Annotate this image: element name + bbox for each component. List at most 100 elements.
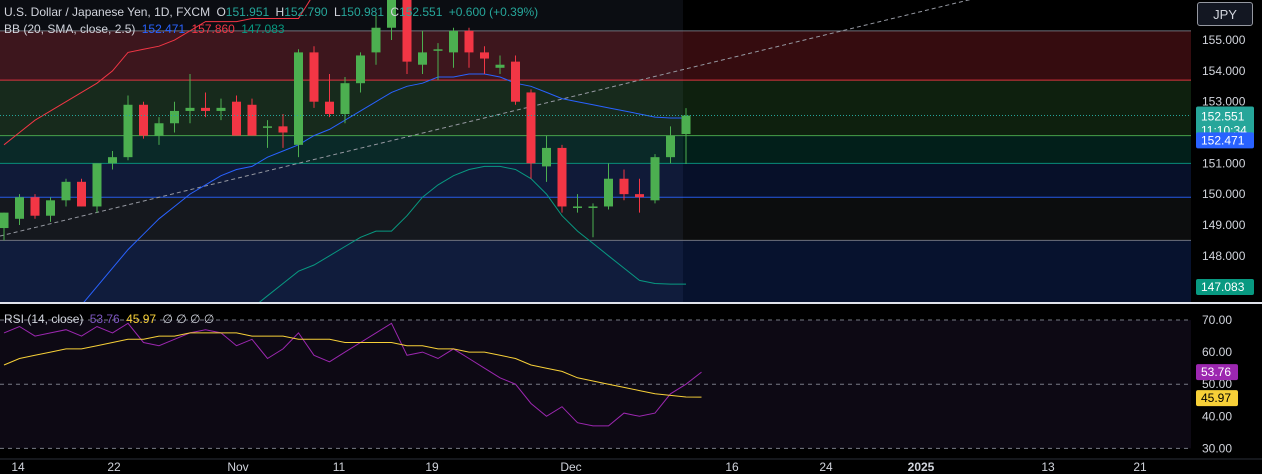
candle-body bbox=[92, 163, 102, 207]
pane-divider bbox=[0, 302, 1262, 304]
time-tick-label: 13 bbox=[1041, 460, 1055, 474]
candle-body bbox=[201, 107, 210, 111]
candle-body bbox=[123, 104, 133, 158]
rsi-ma-line bbox=[3, 332, 702, 398]
candle bbox=[495, 55, 505, 74]
candle-body bbox=[340, 83, 350, 115]
bb-basis-tag bbox=[1196, 132, 1254, 149]
bb-lower-value: 147.083 bbox=[241, 22, 285, 36]
rsi-axis[interactable]: 70.00 60.00 50.00 40.00 30.00 53.76 45.97 bbox=[1196, 313, 1238, 455]
candle-body bbox=[635, 194, 644, 198]
price-tick-label: 149.000 bbox=[1202, 218, 1246, 232]
candle bbox=[15, 194, 24, 225]
candle-body bbox=[650, 157, 660, 201]
price-axis[interactable]: 155.000154.000153.000152.000151.000150.0… bbox=[1196, 33, 1254, 295]
candle bbox=[433, 43, 443, 81]
change-value: +0.600 (+0.39%) bbox=[448, 5, 539, 19]
rsi-ma-label: 45.97 bbox=[1201, 391, 1231, 405]
candle bbox=[356, 52, 365, 93]
trendline-segment bbox=[0, 0, 971, 237]
candle bbox=[542, 135, 551, 182]
candle-body bbox=[15, 197, 24, 219]
high-value: 152.790 bbox=[284, 5, 328, 19]
candle bbox=[278, 114, 288, 148]
time-tick-label: 11 bbox=[333, 460, 346, 474]
last-price-label: 152.551 bbox=[1201, 110, 1245, 124]
candle bbox=[526, 89, 536, 179]
price-pane-background bbox=[0, 0, 1191, 302]
candle bbox=[108, 151, 117, 170]
candle-body bbox=[495, 64, 505, 68]
rsi-pane bbox=[0, 319, 1191, 449]
open-value: 151.951 bbox=[225, 5, 270, 19]
candle-body bbox=[557, 147, 567, 207]
candle-body bbox=[433, 49, 443, 51]
rsi-tick-label: 60.00 bbox=[1202, 345, 1232, 359]
rsi-label: RSI (14, close) bbox=[4, 312, 84, 326]
rsi-tick-label: 50.00 bbox=[1202, 377, 1232, 391]
candle-body bbox=[154, 123, 164, 136]
time-axis[interactable]: 14 22 Nov 11 19 Dec 16 24 2025 13 21 bbox=[0, 458, 1262, 474]
candle bbox=[573, 194, 582, 213]
candle bbox=[30, 194, 40, 219]
bb-legend: BB (20, SMA, close, 2.5) 152.471 157.860… bbox=[4, 22, 288, 36]
candle bbox=[185, 73, 195, 124]
candle bbox=[619, 169, 629, 201]
history-shade bbox=[0, 0, 683, 302]
candle bbox=[681, 108, 691, 164]
candle-body bbox=[77, 181, 86, 207]
bb-label: BB (20, SMA, close, 2.5) bbox=[4, 22, 136, 36]
close-value: 152.551 bbox=[399, 5, 443, 19]
candle bbox=[666, 126, 675, 164]
candle-body bbox=[108, 157, 117, 164]
candle-body bbox=[418, 52, 427, 65]
candle bbox=[309, 46, 319, 108]
fib-band bbox=[0, 135, 1191, 164]
fib-levels bbox=[0, 30, 1191, 241]
candle bbox=[123, 95, 133, 161]
candles bbox=[0, 0, 691, 241]
pane-separator[interactable] bbox=[0, 302, 1262, 304]
candle-body bbox=[604, 178, 613, 207]
fib-band bbox=[0, 163, 1191, 198]
rsi-ma-tag bbox=[1196, 390, 1238, 407]
candle bbox=[511, 55, 520, 105]
candle-body bbox=[139, 104, 148, 136]
candle bbox=[77, 178, 86, 207]
price-tick-label: 151.000 bbox=[1202, 156, 1246, 170]
candle-body bbox=[573, 206, 582, 208]
candle bbox=[92, 163, 102, 213]
fib-band bbox=[0, 240, 1191, 302]
bb-basis-label: 152.471 bbox=[1201, 133, 1245, 147]
low-label: L bbox=[333, 5, 341, 19]
candle-body bbox=[185, 107, 195, 111]
candle bbox=[557, 144, 567, 213]
time-tick-label: 14 bbox=[11, 460, 25, 474]
candle bbox=[216, 98, 226, 121]
time-tick-label: 22 bbox=[107, 460, 121, 474]
candle-body bbox=[0, 212, 9, 229]
price-tick-label: 148.000 bbox=[1202, 249, 1246, 263]
bb-lower-line bbox=[258, 165, 686, 302]
candle-body bbox=[464, 30, 474, 53]
candle bbox=[263, 120, 272, 148]
candle-body bbox=[542, 147, 551, 167]
candle bbox=[0, 212, 9, 241]
currency-button[interactable]: JPY bbox=[1197, 2, 1253, 26]
candle-body bbox=[449, 30, 458, 53]
fib-band bbox=[0, 197, 1191, 241]
rsi-ma-value: 45.97 bbox=[126, 312, 157, 326]
rsi-tick-label: 30.00 bbox=[1202, 441, 1232, 455]
candle bbox=[464, 27, 474, 68]
fib-band bbox=[0, 80, 1191, 136]
price-tick-label: 154.000 bbox=[1202, 64, 1246, 78]
rsi-placeholders: ∅ ∅ ∅ ∅ bbox=[162, 312, 215, 326]
price-tick-label: 153.000 bbox=[1202, 95, 1246, 109]
candle-body bbox=[526, 92, 536, 164]
candle-body bbox=[371, 27, 381, 53]
rsi-value-label: 53.76 bbox=[1201, 365, 1231, 379]
candle bbox=[418, 30, 427, 74]
time-tick-label: 19 bbox=[425, 460, 439, 474]
trendline[interactable] bbox=[0, 0, 1212, 237]
